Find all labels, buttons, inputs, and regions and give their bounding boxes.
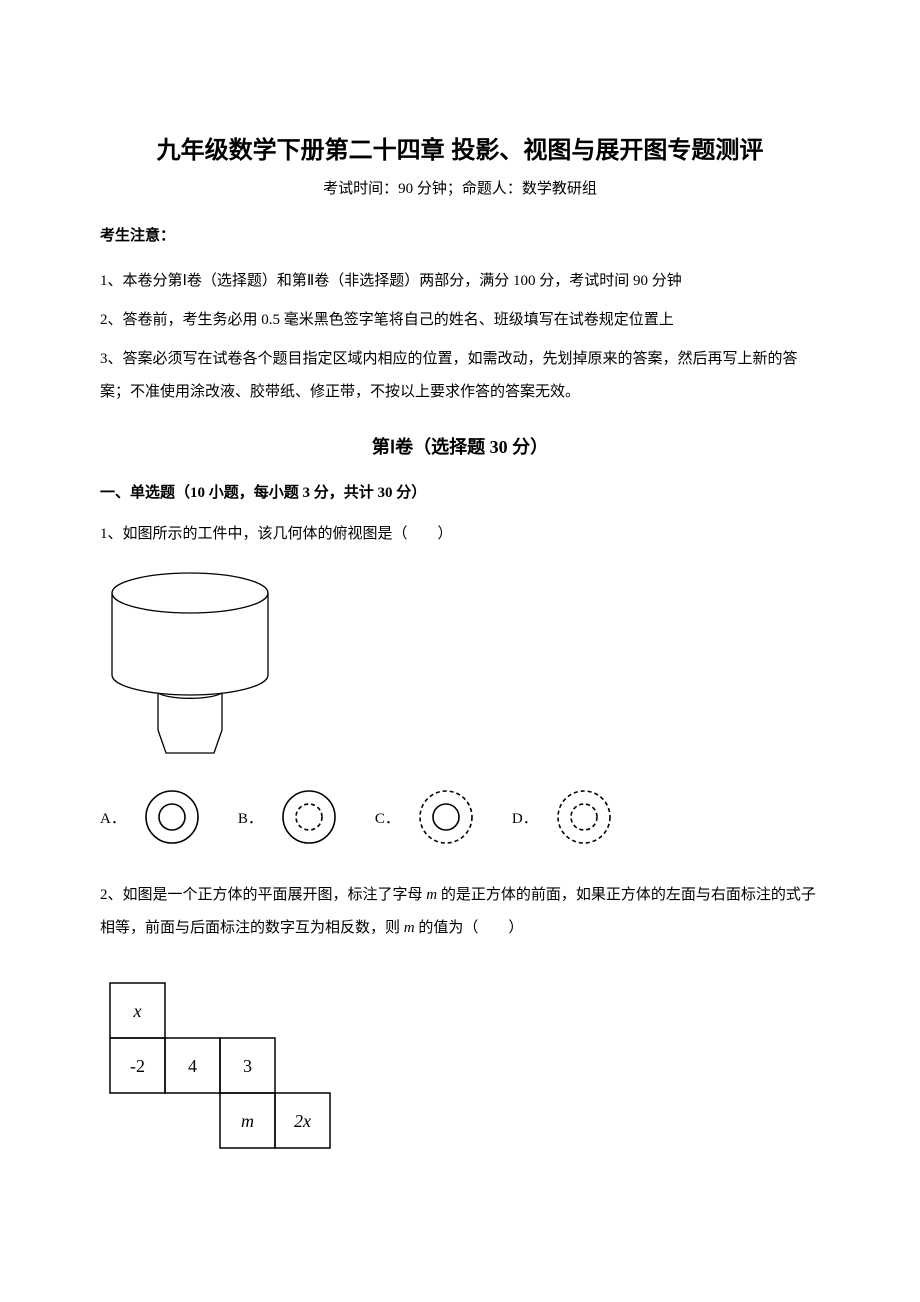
option-c-label: C． [375, 807, 400, 828]
q2-suffix: 的值为（ ） [415, 920, 524, 936]
workpiece-figure [100, 565, 280, 765]
option-a-label: A． [100, 807, 126, 828]
q2-prefix: 2、如图是一个正方体的平面展开图，标注了字母 [100, 887, 426, 903]
question-1-options: A． B． C． D． [100, 785, 820, 849]
net-cell-4: 4 [188, 1056, 197, 1076]
option-c-figure [414, 785, 478, 849]
net-cell-2x: 2x [294, 1111, 311, 1131]
notice-line-3: 3、答案必须写在试卷各个题目指定区域内相应的位置，如需改动，先划掉原来的答案，然… [100, 343, 820, 409]
q2-m-1: m [426, 887, 437, 903]
notice-line-2: 2、答卷前，考生务必用 0.5 毫米黑色签字笔将自己的姓名、班级填写在试卷规定位… [100, 304, 820, 337]
notice-heading: 考生注意： [100, 224, 820, 245]
question-1-figure [100, 565, 820, 765]
page: 九年级数学下册第二十四章 投影、视图与展开图专题测评 考试时间：90 分钟；命题… [0, 0, 920, 1302]
option-d-figure [552, 785, 616, 849]
option-a-figure [140, 785, 204, 849]
option-b-label: B． [238, 807, 263, 828]
option-b-figure [277, 785, 341, 849]
question-2-figure: x -2 4 3 m 2x [100, 973, 820, 1153]
q2-m-2: m [404, 920, 415, 936]
section1-heading: 一、单选题（10 小题，每小题 3 分，共计 30 分） [100, 481, 820, 502]
net-cell-3: 3 [243, 1056, 252, 1076]
net-cell-m: m [241, 1111, 254, 1131]
question-1-text: 1、如图所示的工件中，该几何体的俯视图是（ ） [100, 518, 820, 551]
option-d-label: D． [512, 807, 538, 828]
question-2-text: 2、如图是一个正方体的平面展开图，标注了字母 m 的是正方体的前面，如果正方体的… [100, 879, 820, 945]
net-cell-neg2: -2 [130, 1056, 145, 1076]
notice-line-1: 1、本卷分第Ⅰ卷（选择题）和第Ⅱ卷（非选择题）两部分，满分 100 分，考试时间… [100, 265, 820, 298]
doc-subtitle: 考试时间：90 分钟；命题人：数学教研组 [100, 177, 820, 198]
net-cell-x: x [133, 1001, 142, 1021]
cube-net-figure: x -2 4 3 m 2x [100, 973, 340, 1153]
part1-title: 第Ⅰ卷（选择题 30 分） [100, 433, 820, 459]
doc-title: 九年级数学下册第二十四章 投影、视图与展开图专题测评 [100, 130, 820, 165]
